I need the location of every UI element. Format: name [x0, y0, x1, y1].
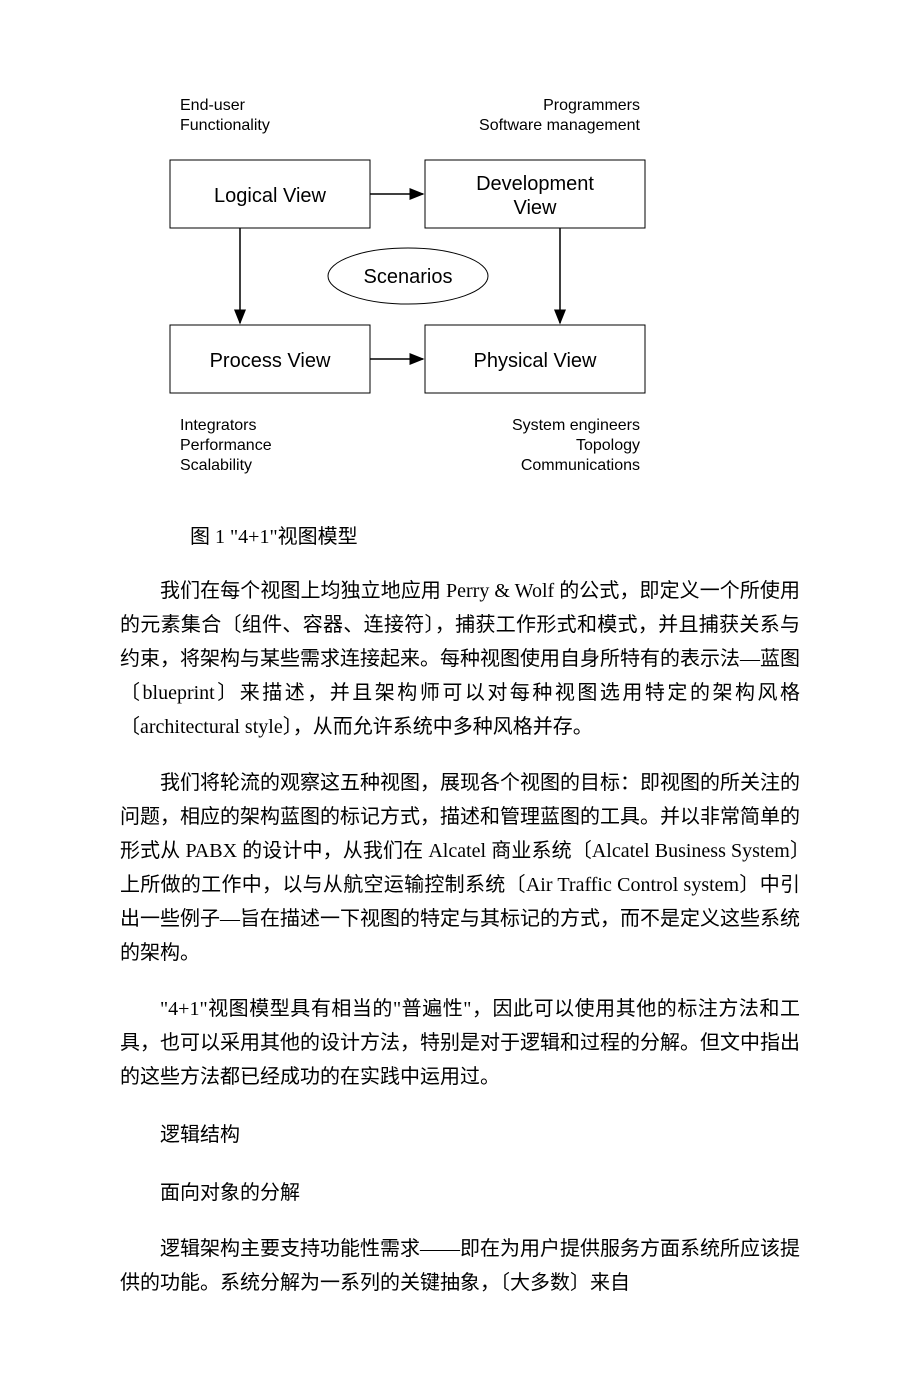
- text-physical-view: Physical View: [473, 350, 597, 372]
- label-system-engineers: System engineers: [512, 417, 640, 434]
- paragraph-3: "4+1"视图模型具有相当的"普遍性"，因此可以使用其他的标注方法和工具，也可以…: [120, 992, 800, 1094]
- text-scenarios: Scenarios: [364, 266, 453, 288]
- label-software-mgmt: Software management: [479, 117, 641, 134]
- label-functionality: Functionality: [180, 117, 270, 134]
- diagram-container: End-user Functionality Programmers Softw…: [140, 90, 690, 490]
- label-end-user: End-user: [180, 97, 246, 114]
- paragraph-4: 逻辑架构主要支持功能性需求——即在为用户提供服务方面系统所应该提供的功能。系统分…: [120, 1232, 800, 1300]
- text-development: Development: [476, 173, 594, 195]
- text-development-view: View: [514, 197, 558, 219]
- section-title-logic: 逻辑结构: [120, 1116, 800, 1154]
- views-diagram: End-user Functionality Programmers Softw…: [140, 90, 680, 490]
- label-topology: Topology: [576, 437, 640, 454]
- figure-caption: 图 1 "4+1"视图模型: [150, 520, 800, 549]
- section-title-oop: 面向对象的分解: [120, 1174, 800, 1212]
- label-scalability: Scalability: [180, 457, 252, 474]
- text-logical-view: Logical View: [214, 185, 326, 207]
- paragraph-1: 我们在每个视图上均独立地应用 Perry & Wolf 的公式，即定义一个所使用…: [120, 574, 800, 744]
- text-process-view: Process View: [210, 350, 331, 372]
- label-communications: Communications: [521, 457, 640, 474]
- label-integrators: Integrators: [180, 417, 256, 434]
- paragraph-2: 我们将轮流的观察这五种视图，展现各个视图的目标：即视图的所关注的问题，相应的架构…: [120, 766, 800, 970]
- label-performance: Performance: [180, 437, 272, 454]
- label-programmers: Programmers: [543, 97, 640, 114]
